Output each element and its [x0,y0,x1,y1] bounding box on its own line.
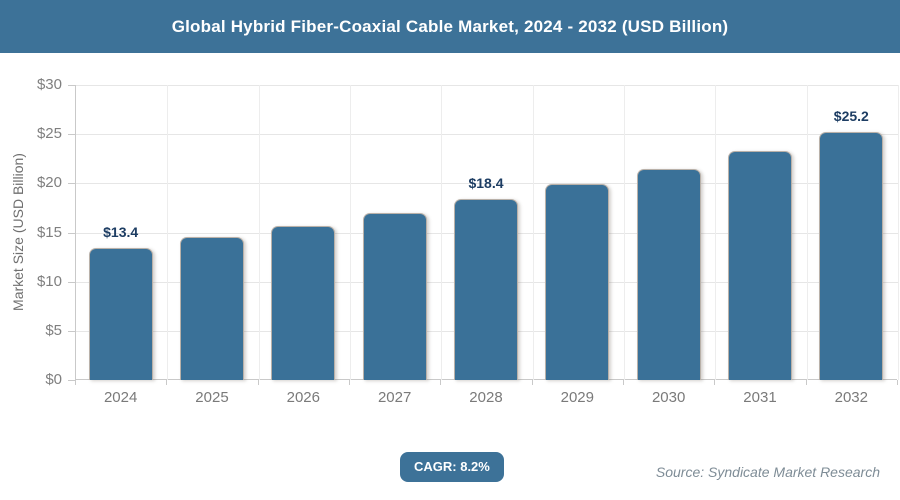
x-gridline [258,85,260,380]
y-tick-label: $30 [36,76,62,93]
y-gridline [76,85,898,86]
x-tick-label: 2024 [103,389,138,406]
y-axis-tick [68,134,75,136]
x-gridline [715,85,717,380]
bar-2028[interactable] [454,199,518,380]
y-axis-tick [68,330,75,332]
x-gridline [167,85,169,380]
x-axis-tick [166,380,168,385]
bar-2027[interactable] [362,212,427,380]
x-tick-label: 2026 [286,389,320,406]
x-tick-label: 2029 [560,389,594,406]
y-axis-tick [68,380,75,381]
y-axis-tick [68,183,75,185]
y-axis-tick [68,85,75,86]
bar-chart: Market Size (USD Billion) $0 $5 $10 $15 $20 $… [0,53,900,443]
x-gridline [350,85,351,380]
x-axis-tick [897,380,898,385]
x-tick-label: 2025 [195,389,229,406]
y-tick-label: $5 [45,321,62,339]
x-gridline [624,85,625,380]
x-tick-label: 2031 [743,389,777,406]
y-tick-label: $15 [36,223,62,241]
bar-2024[interactable] [88,248,153,380]
x-tick-label: 2032 [834,389,868,406]
x-tick-label: 2030 [651,389,686,406]
bar-2031[interactable] [728,150,792,380]
cagr-badge: CAGR: 8.2% [400,452,504,482]
bar-value-label: $18.4 [468,175,504,192]
x-gridline [532,85,534,380]
x-axis-tick [531,380,533,385]
chart-title-bar: Global Hybrid Fiber-Coaxial Cable Market… [0,0,900,53]
x-gridline [898,85,899,380]
x-tick-label: 2027 [377,389,412,406]
x-axis-tick [257,380,259,385]
x-axis-tick [805,380,807,385]
bar-2030[interactable] [636,168,701,380]
x-gridline [806,85,808,380]
x-axis-tick [349,380,350,385]
bar-2029[interactable] [545,184,610,380]
x-axis-tick [440,380,442,385]
bar-value-label: $25.2 [833,108,869,125]
x-axis-tick [623,380,624,385]
y-tick-label: $0 [45,371,62,388]
bar-2026[interactable] [271,225,336,380]
bar-2025[interactable] [180,237,244,380]
x-tick-label: 2028 [469,389,503,406]
y-tick-label: $25 [36,125,62,143]
y-tick-label: $10 [36,272,62,290]
x-axis-tick [75,380,76,385]
x-axis-tick [714,380,716,385]
y-axis-tick [68,281,75,283]
y-gridline [76,183,898,185]
bar-2032[interactable] [819,132,884,380]
bar-value-label: $13.4 [103,224,139,241]
source-credit: Source: Syndicate Market Research [655,464,880,480]
x-gridline [441,85,443,380]
y-axis-tick [68,232,75,234]
y-tick-label: $20 [36,174,62,192]
chart-title: Global Hybrid Fiber-Coaxial Cable Market… [171,16,729,36]
y-gridline [76,134,898,136]
